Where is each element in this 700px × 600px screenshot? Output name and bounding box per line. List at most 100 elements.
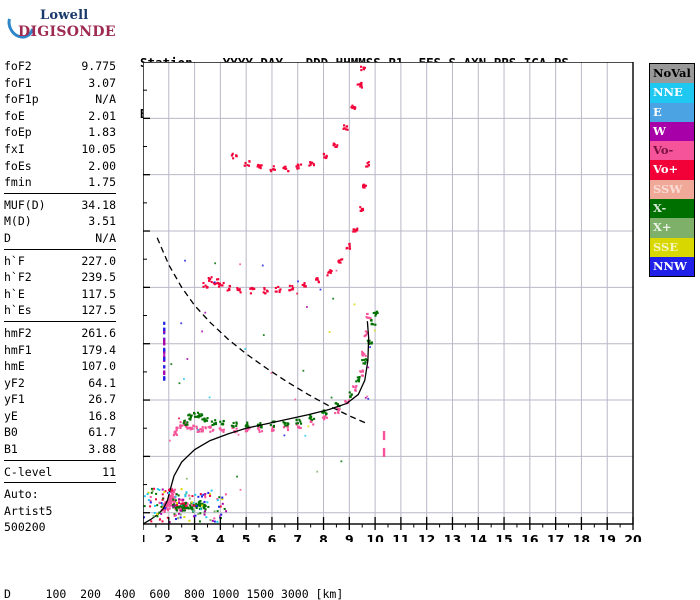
plot-series-group xyxy=(143,65,386,525)
param-row-b0: B0 61.7 xyxy=(4,424,116,441)
param-value: 3.51 xyxy=(88,214,116,229)
legend-item-e[interactable]: E xyxy=(650,102,694,122)
param-value: N/A xyxy=(95,230,116,245)
x-tick-label: 11 xyxy=(392,532,409,542)
x-tick-label: 7 xyxy=(293,532,302,542)
x-tick-label: 20 xyxy=(624,532,642,542)
param-value: 3.88 xyxy=(88,442,116,457)
x-tick-label: 5 xyxy=(242,532,251,542)
param-group-divider xyxy=(4,482,116,484)
param-value: 34.18 xyxy=(81,197,116,212)
footer-distance-row: D 100 200 400 600 800 1000 1500 3000 [km… xyxy=(4,587,344,600)
param-name: h`F2 xyxy=(4,270,32,285)
legend-item-x[interactable]: X- xyxy=(650,199,694,219)
param-row-fmin: fmin 1.75 xyxy=(4,174,116,191)
param-name: h`E xyxy=(4,286,25,301)
param-group-divider xyxy=(4,192,116,194)
param-row-foep: foEp 1.83 xyxy=(4,124,116,141)
param-value: 10.05 xyxy=(81,141,116,156)
legend-item-w[interactable]: W xyxy=(650,121,694,142)
param-row-hmf1: hmF1 179.4 xyxy=(4,342,116,359)
param-row-clevel: C-level 11 xyxy=(4,464,116,481)
param-row-mufd: MUF(D) 34.18 xyxy=(4,197,116,214)
param-value: 1.75 xyxy=(88,175,116,190)
legend-item-sse[interactable]: SSE xyxy=(650,237,694,257)
param-name: h`F xyxy=(4,253,25,268)
param-row-fof2: foF2 9.775 xyxy=(4,58,116,75)
param-name: fmin xyxy=(4,175,32,190)
legend-item-vo[interactable]: Vo+ xyxy=(650,160,694,180)
ionogram-plot: 2003004005006007008009008012345678910111… xyxy=(143,62,647,542)
param-row-hmf2: hmF2 261.6 xyxy=(4,325,116,342)
param-value: 179.4 xyxy=(81,342,116,357)
param-value: N/A xyxy=(95,92,116,107)
param-row-yf2: yF2 64.1 xyxy=(4,375,116,392)
param-name: foF2 xyxy=(4,59,32,73)
legend-item-vo[interactable]: Vo- xyxy=(650,141,694,161)
param-name: MUF(D) xyxy=(4,197,46,212)
param-row-ye: yE 16.8 xyxy=(4,408,116,425)
param-value: 117.5 xyxy=(81,286,116,301)
auto-name: Artist5 xyxy=(4,503,53,518)
param-value: 107.0 xyxy=(81,359,116,374)
param-name: M(D) xyxy=(4,214,32,229)
param-row-fof1p: foF1p N/A xyxy=(4,91,116,108)
auto-code: 500200 xyxy=(4,520,46,535)
param-name: B0 xyxy=(4,425,18,440)
polarization-legend: NoVal NNE E W Vo- Vo+ SSW X- X+ SSE NNW xyxy=(649,63,695,278)
noise-speckle xyxy=(143,259,386,524)
plot-axes: 2003004005006007008009008012345678910111… xyxy=(143,62,642,542)
param-value: 239.5 xyxy=(81,270,116,285)
param-group-divider xyxy=(4,459,116,461)
param-name: hmE xyxy=(4,359,25,374)
param-row-hf: h`F 227.0 xyxy=(4,253,116,270)
x-tick-label: 17 xyxy=(547,532,564,542)
param-row-d: D N/A xyxy=(4,230,116,247)
ionogram-plot-svg: 2003004005006007008009008012345678910111… xyxy=(143,62,642,542)
param-group-divider xyxy=(4,248,116,250)
x-tick-label: 14 xyxy=(470,532,488,542)
param-value: 61.7 xyxy=(88,425,116,440)
series-second-hop-trace xyxy=(202,161,371,295)
param-value: 64.1 xyxy=(88,375,116,390)
legend-item-nnw[interactable]: NNW xyxy=(650,256,694,277)
param-name: yF2 xyxy=(4,375,25,390)
x-tick-label: 4 xyxy=(216,532,225,542)
param-row-yf1: yF1 26.7 xyxy=(4,391,116,408)
param-row-md: M(D) 3.51 xyxy=(4,213,116,230)
param-name: C-level xyxy=(4,464,53,479)
param-name: foEp xyxy=(4,125,32,140)
param-value: 3.07 xyxy=(88,75,116,90)
param-name: foF1p xyxy=(4,92,39,107)
param-row-foes: foEs 2.00 xyxy=(4,158,116,175)
param-name: h`Es xyxy=(4,303,32,318)
plot-grid xyxy=(143,62,634,524)
x-tick-label: 12 xyxy=(418,532,435,542)
series-muf-dashed-curve xyxy=(156,237,368,425)
logo-lowell-text: Lowell xyxy=(40,8,89,23)
param-name: foE xyxy=(4,108,25,123)
x-tick-label: 1 xyxy=(143,532,147,542)
legend-item-noval[interactable]: NoVal xyxy=(650,64,694,84)
x-tick-label: 18 xyxy=(573,532,590,542)
legend-item-ssw[interactable]: SSW xyxy=(650,179,694,200)
param-value: 9.775 xyxy=(81,59,116,73)
param-value: 261.6 xyxy=(81,325,116,340)
series-third-hop-trace xyxy=(230,65,366,173)
param-value: 1.83 xyxy=(88,125,116,140)
param-value: 2.01 xyxy=(88,108,116,123)
param-name: hmF1 xyxy=(4,342,32,357)
param-group-divider xyxy=(4,320,116,322)
param-name: foEs xyxy=(4,158,32,173)
param-value: 16.8 xyxy=(88,408,116,423)
param-value: 127.5 xyxy=(81,303,116,318)
x-tick-label: 2 xyxy=(164,532,173,542)
param-row-hes: h`Es 127.5 xyxy=(4,302,116,319)
param-name: yF1 xyxy=(4,392,25,407)
legend-item-nne[interactable]: NNE xyxy=(650,83,694,103)
legend-item-x[interactable]: X+ xyxy=(650,218,694,238)
param-name: fxI xyxy=(4,141,25,156)
auto-label: Auto: xyxy=(4,487,39,502)
param-row-fxi: fxI 10.05 xyxy=(4,141,116,158)
